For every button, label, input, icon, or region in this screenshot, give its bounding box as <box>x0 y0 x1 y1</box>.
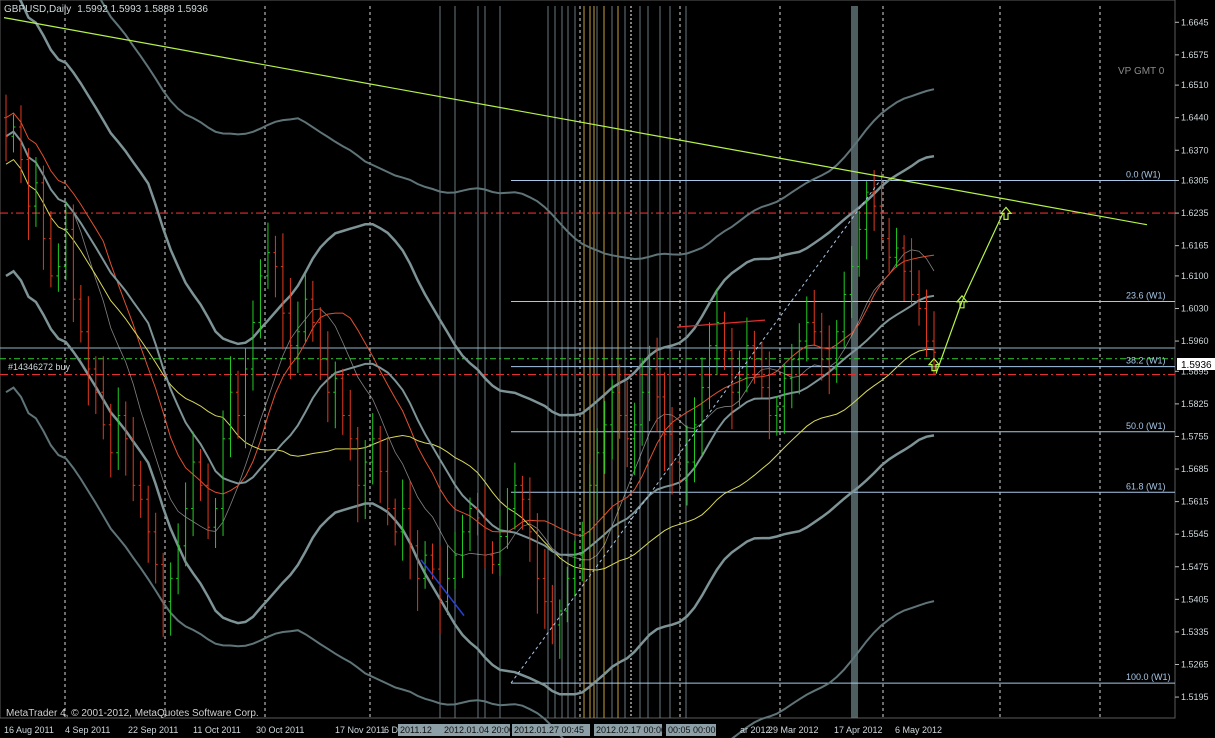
ytick-label-5: 1.6305 <box>1181 176 1209 186</box>
up-arrow-1-icon <box>927 357 941 372</box>
candles <box>4 94 936 659</box>
scroll-box-1 <box>442 724 510 736</box>
up-arrow-2-icon <box>955 294 969 309</box>
ytick-label-7: 1.6165 <box>1181 241 1209 251</box>
red-segment <box>676 319 766 328</box>
current-price-badge <box>1177 358 1215 370</box>
ytick-label-17: 1.5475 <box>1181 562 1209 572</box>
ytick-label-4: 1.6370 <box>1181 145 1209 155</box>
up-arrow-3-icon <box>999 206 1013 221</box>
scroll-label-2: 2012.01.27 00:45 <box>514 725 584 735</box>
xtick-label-3: 11 Oct 2011 <box>193 725 241 735</box>
ytick-label-12: 1.5825 <box>1181 399 1209 409</box>
xtick-label-0: 16 Aug 2011 <box>4 725 54 735</box>
ytick-label-11: 1.5895 <box>1181 366 1209 376</box>
scroll-label-4: 00:05 00:00 <box>668 725 716 735</box>
ytick-label-1: 1.6575 <box>1181 50 1209 60</box>
ytick-label-8: 1.6100 <box>1181 271 1209 281</box>
xtick-label-2: 22 Sep 2011 <box>128 725 178 735</box>
scroll-box-4 <box>666 724 716 736</box>
ytick-label-15: 1.5615 <box>1181 497 1209 507</box>
fib-diagonal <box>510 180 881 684</box>
band-outer-lower <box>5 386 935 738</box>
ytick-label-9: 1.6030 <box>1181 303 1209 313</box>
scroll-box-2 <box>512 724 590 736</box>
band-lower <box>5 269 935 696</box>
ma-yellow <box>5 158 935 571</box>
xtick-label-8: 29 Mar 2012 <box>768 725 819 735</box>
ytick-label-16: 1.5545 <box>1181 529 1209 539</box>
xtick-label-4: 30 Oct 2011 <box>256 725 304 735</box>
ytick-label-10: 1.5960 <box>1181 336 1209 346</box>
highlight-band <box>851 6 858 718</box>
copyright-label: MetaTrader 4, © 2001-2012, MetaQuotes So… <box>6 708 259 719</box>
ytick-label-0: 1.6645 <box>1181 17 1209 27</box>
fib-label-2: 38.2 (W1) <box>1126 356 1166 366</box>
drawing-objects <box>3 17 1148 684</box>
xtick-label-6: 6 D <box>384 725 399 735</box>
ytick-label-18: 1.5405 <box>1181 594 1209 604</box>
ytick-label-3: 1.6440 <box>1181 113 1209 123</box>
ma-fast <box>5 131 935 561</box>
ytick-label-2: 1.6510 <box>1181 80 1209 90</box>
vertical-lines <box>64 6 1101 718</box>
xtick-label-5: 17 Nov 2011 <box>335 725 385 735</box>
blue-segment <box>420 559 465 617</box>
chart-title: GBPUSD,Daily 1.5992 1.5993 1.5888 1.5936 <box>4 4 208 15</box>
fib-label-5: 100.0 (W1) <box>1126 672 1171 682</box>
trendline <box>3 17 1148 226</box>
fib-label-4: 61.8 (W1) <box>1126 481 1166 491</box>
scroll-box-3 <box>594 724 662 736</box>
scroll-label-0: 2011.12 <box>400 725 432 735</box>
current-price-text: 1.5936 <box>1181 360 1212 371</box>
ytick-label-6: 1.6235 <box>1181 208 1209 218</box>
ytick-label-14: 1.5685 <box>1181 464 1209 474</box>
xtick-label-10: 6 May 2012 <box>895 725 942 735</box>
band-upper <box>18 0 935 417</box>
fib-label-3: 50.0 (W1) <box>1126 421 1166 431</box>
order-label: #14346272 buy <box>8 362 71 372</box>
xtick-label-1: 4 Sep 2011 <box>65 725 110 735</box>
ytick-label-21: 1.5195 <box>1181 692 1209 702</box>
band-outer-upper <box>99 0 935 261</box>
projection-path <box>935 212 1004 374</box>
scroll-box-0 <box>398 724 448 736</box>
fib-label-1: 23.6 (W1) <box>1126 291 1166 301</box>
time-axis: 16 Aug 2011 4 Sep 2011 22 Sep 2011 11 Oct 2… <box>4 724 942 736</box>
xtick-label-9: 17 Apr 2012 <box>834 725 883 735</box>
ytick-label-13: 1.5755 <box>1181 431 1209 441</box>
fib-label-0: 0.0 (W1) <box>1126 170 1161 180</box>
horizontal-lines: 0.0 (W1) 23.6 (W1) 38.2 (W1) 50.0 (W1) 61.8 … <box>0 170 1175 684</box>
xtick-label-7: ar 2012 <box>740 725 771 735</box>
vp-gmt-label: VP GMT 0 <box>1118 66 1165 77</box>
scroll-label-3: 2012.02.17 00:00 <box>596 725 666 735</box>
ytick-label-20: 1.5265 <box>1181 659 1209 669</box>
price-axis: 1.6645 1.6575 1.6510 1.6440 1.6370 1.6305 1.62… <box>1175 17 1209 702</box>
scroll-label-1: 2012.01.04 20:00 <box>444 725 514 735</box>
ytick-label-19: 1.5335 <box>1181 627 1209 637</box>
